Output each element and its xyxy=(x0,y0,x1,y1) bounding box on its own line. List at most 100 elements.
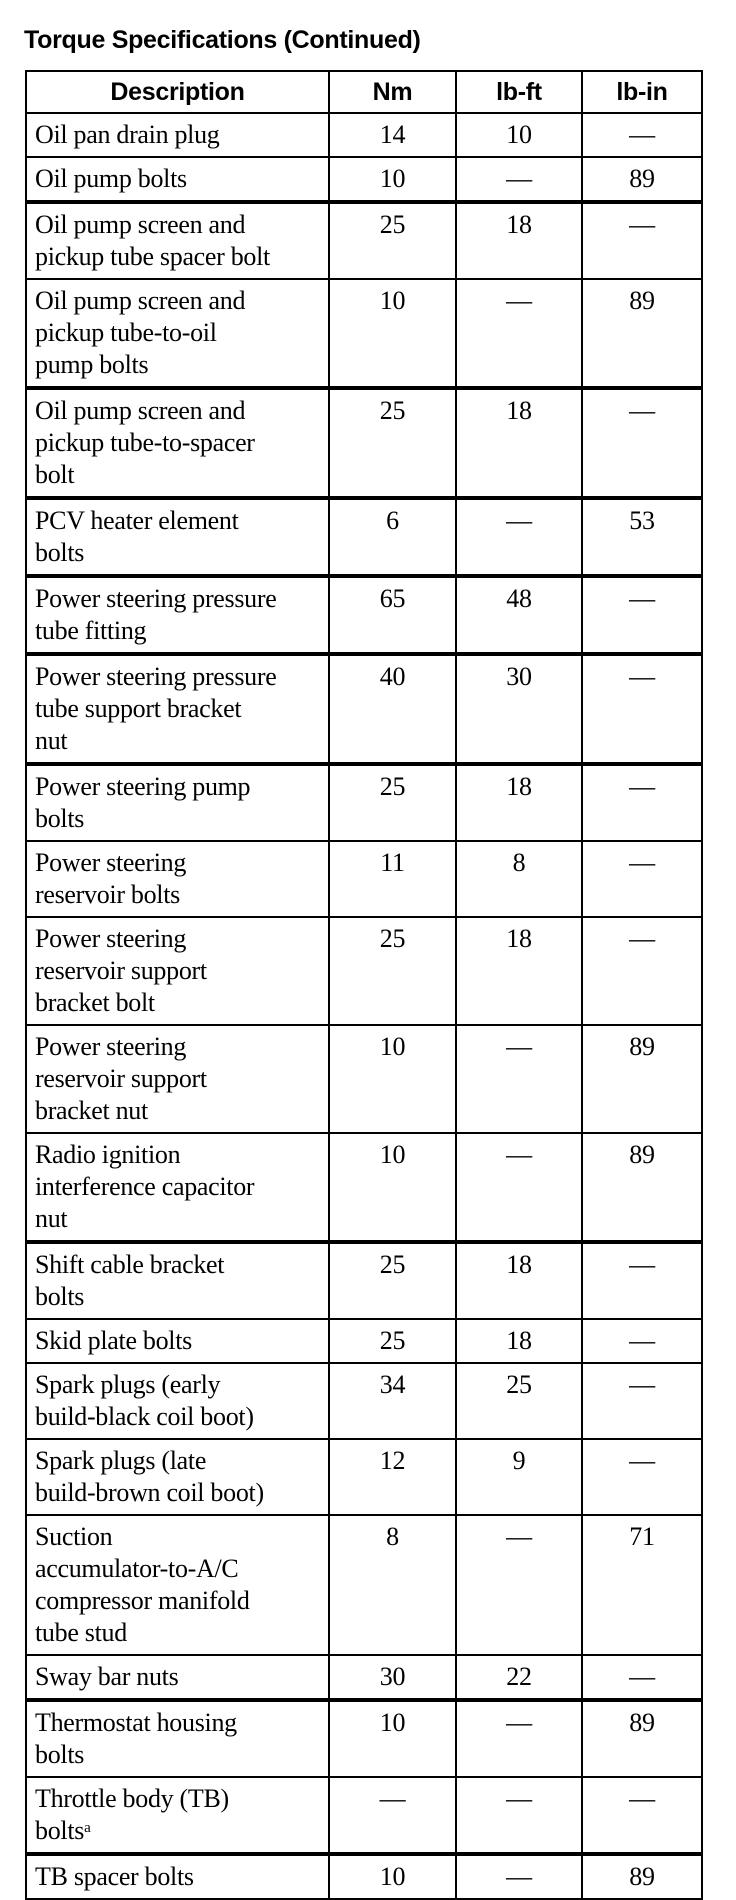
nm-cell: 25 xyxy=(328,200,457,280)
lb-in-cell: — xyxy=(581,1776,703,1855)
lb-in-cell-text: — xyxy=(629,1326,655,1355)
lb-ft-cell: 10 xyxy=(455,112,583,158)
description-cell-text: Power steering reservoir support bracket… xyxy=(35,924,207,1017)
nm-cell: 10 xyxy=(328,1024,457,1134)
description-cell: Power steering reservoir support bracket… xyxy=(25,916,330,1026)
nm-cell: 6 xyxy=(328,496,457,577)
lb-in-cell-text: 71 xyxy=(629,1522,655,1551)
lb-in-cell-text: 89 xyxy=(629,286,655,315)
lb-ft-cell-text: 18 xyxy=(506,396,532,425)
lb-in-cell-text: — xyxy=(629,1446,655,1475)
description-cell: Oil pan drain plug xyxy=(25,112,330,158)
nm-cell-text: 10 xyxy=(379,1708,406,1737)
header-lb-in: lb-in xyxy=(581,70,703,114)
lb-ft-cell: — xyxy=(455,1132,583,1243)
lb-in-cell: — xyxy=(581,1654,703,1701)
nm-cell-text: 65 xyxy=(379,584,406,613)
nm-cell: 25 xyxy=(328,1240,457,1320)
description-cell: Shift cable bracket bolts xyxy=(25,1240,330,1320)
nm-cell-text: 25 xyxy=(379,1250,406,1279)
description-cell-text: Radio ignition interference capacitor nu… xyxy=(35,1140,255,1233)
lb-ft-cell-text: 9 xyxy=(512,1446,526,1475)
nm-cell: 10 xyxy=(328,1132,457,1243)
nm-cell: 11 xyxy=(328,840,457,918)
table-row: Power steering pump bolts 25 18 — xyxy=(25,762,703,842)
lb-ft-cell: 25 xyxy=(455,1362,583,1440)
nm-cell-text: 14 xyxy=(379,120,406,149)
nm-cell-text: 25 xyxy=(379,210,406,239)
lb-ft-cell: 18 xyxy=(455,1240,583,1320)
lb-ft-cell: — xyxy=(455,1776,583,1855)
nm-cell: 25 xyxy=(328,1318,457,1364)
description-cell-text: Oil pump screen and pickup tube-to-oil p… xyxy=(35,286,246,379)
lb-ft-cell-text: 18 xyxy=(506,210,532,239)
lb-ft-cell: 9 xyxy=(455,1438,583,1516)
description-cell: Power steering reservoir support bracket… xyxy=(25,1024,330,1134)
lb-ft-cell-text: — xyxy=(506,164,532,193)
lb-ft-cell-text: 18 xyxy=(506,924,532,953)
description-cell: TB spacer bolts xyxy=(25,1852,330,1900)
description-cell: PCV heater element bolts xyxy=(25,496,330,577)
lb-ft-cell-text: — xyxy=(506,1708,532,1737)
lb-in-cell-text: — xyxy=(629,584,655,613)
header-row: Description Nm lb-ft lb-in xyxy=(25,70,703,114)
nm-cell-text: 8 xyxy=(386,1522,399,1551)
table-row: Oil pump screen and pickup tube-to-oil p… xyxy=(25,278,703,389)
lb-in-cell: 89 xyxy=(581,1024,703,1134)
header-description: Description xyxy=(25,70,330,114)
lb-in-cell-text: — xyxy=(629,1370,655,1399)
table-row: Power steering pressure tube fitting 65 48… xyxy=(25,574,703,655)
lb-in-cell-text: — xyxy=(629,848,655,877)
nm-cell: 25 xyxy=(328,916,457,1026)
description-cell: Throttle body (TB) boltsa xyxy=(25,1776,330,1855)
description-cell-text: Sway bar nuts xyxy=(35,1662,179,1691)
nm-cell-text: 25 xyxy=(379,772,406,801)
description-cell-text: TB spacer bolts xyxy=(35,1862,194,1891)
lb-in-cell: — xyxy=(581,1240,703,1320)
table-row: Shift cable bracket bolts 25 18 — xyxy=(25,1240,703,1320)
lb-in-cell: 89 xyxy=(581,1852,703,1900)
nm-cell-text: 10 xyxy=(379,164,406,193)
table-row: Power steering pressure tube support bra… xyxy=(25,652,703,765)
description-cell-text: Spark plugs (early build-black coil boot… xyxy=(35,1370,254,1431)
lb-in-cell: — xyxy=(581,916,703,1026)
nm-cell-text: 25 xyxy=(379,396,406,425)
description-cell: Sway bar nuts xyxy=(25,1654,330,1701)
table-row: Thermostat housing bolts 10 — 89 xyxy=(25,1698,703,1778)
header-lb-ft: lb-ft xyxy=(455,70,583,114)
description-cell: Oil pump bolts xyxy=(25,156,330,203)
lb-ft-cell-text: 25 xyxy=(506,1370,532,1399)
nm-cell: 30 xyxy=(328,1654,457,1701)
lb-ft-cell: 18 xyxy=(455,386,583,499)
table-row: Oil pan drain plug 14 10 — xyxy=(25,112,703,158)
nm-cell-text: 10 xyxy=(379,1032,406,1061)
lb-in-cell: — xyxy=(581,112,703,158)
lb-ft-cell: 22 xyxy=(455,1654,583,1701)
description-cell: Oil pump screen and pickup tube-to-space… xyxy=(25,386,330,499)
lb-in-cell-text: — xyxy=(629,210,655,239)
lb-in-cell-text: 89 xyxy=(629,1140,655,1169)
lb-in-cell-text: 89 xyxy=(629,1862,655,1891)
table-row: Skid plate bolts 25 18 — xyxy=(25,1318,703,1364)
lb-in-cell-text: — xyxy=(629,1250,655,1279)
header-nm: Nm xyxy=(328,70,457,114)
lb-in-cell: 89 xyxy=(581,1132,703,1243)
lb-ft-cell-text: 22 xyxy=(506,1662,532,1691)
lb-ft-cell: — xyxy=(455,1698,583,1778)
lb-in-cell: — xyxy=(581,1438,703,1516)
nm-cell-text: 25 xyxy=(379,1326,406,1355)
lb-ft-cell: 30 xyxy=(455,652,583,765)
nm-cell: 10 xyxy=(328,1852,457,1900)
nm-cell: 65 xyxy=(328,574,457,655)
nm-cell-text: 30 xyxy=(379,1662,406,1691)
description-cell-text: Oil pump screen and pickup tube spacer b… xyxy=(35,210,270,271)
nm-cell-text: 10 xyxy=(379,1140,406,1169)
description-cell-text: Spark plugs (late build-brown coil boot) xyxy=(35,1446,264,1507)
description-cell-text: Power steering pressure tube support bra… xyxy=(35,662,277,755)
nm-cell-text: 40 xyxy=(379,662,406,691)
lb-in-cell: 89 xyxy=(581,156,703,203)
description-cell-text: Oil pan drain plug xyxy=(35,120,220,149)
lb-ft-cell: 8 xyxy=(455,840,583,918)
table-row: Power steering reservoir support bracket… xyxy=(25,916,703,1026)
description-cell-text: Thermostat housing bolts xyxy=(35,1708,237,1769)
